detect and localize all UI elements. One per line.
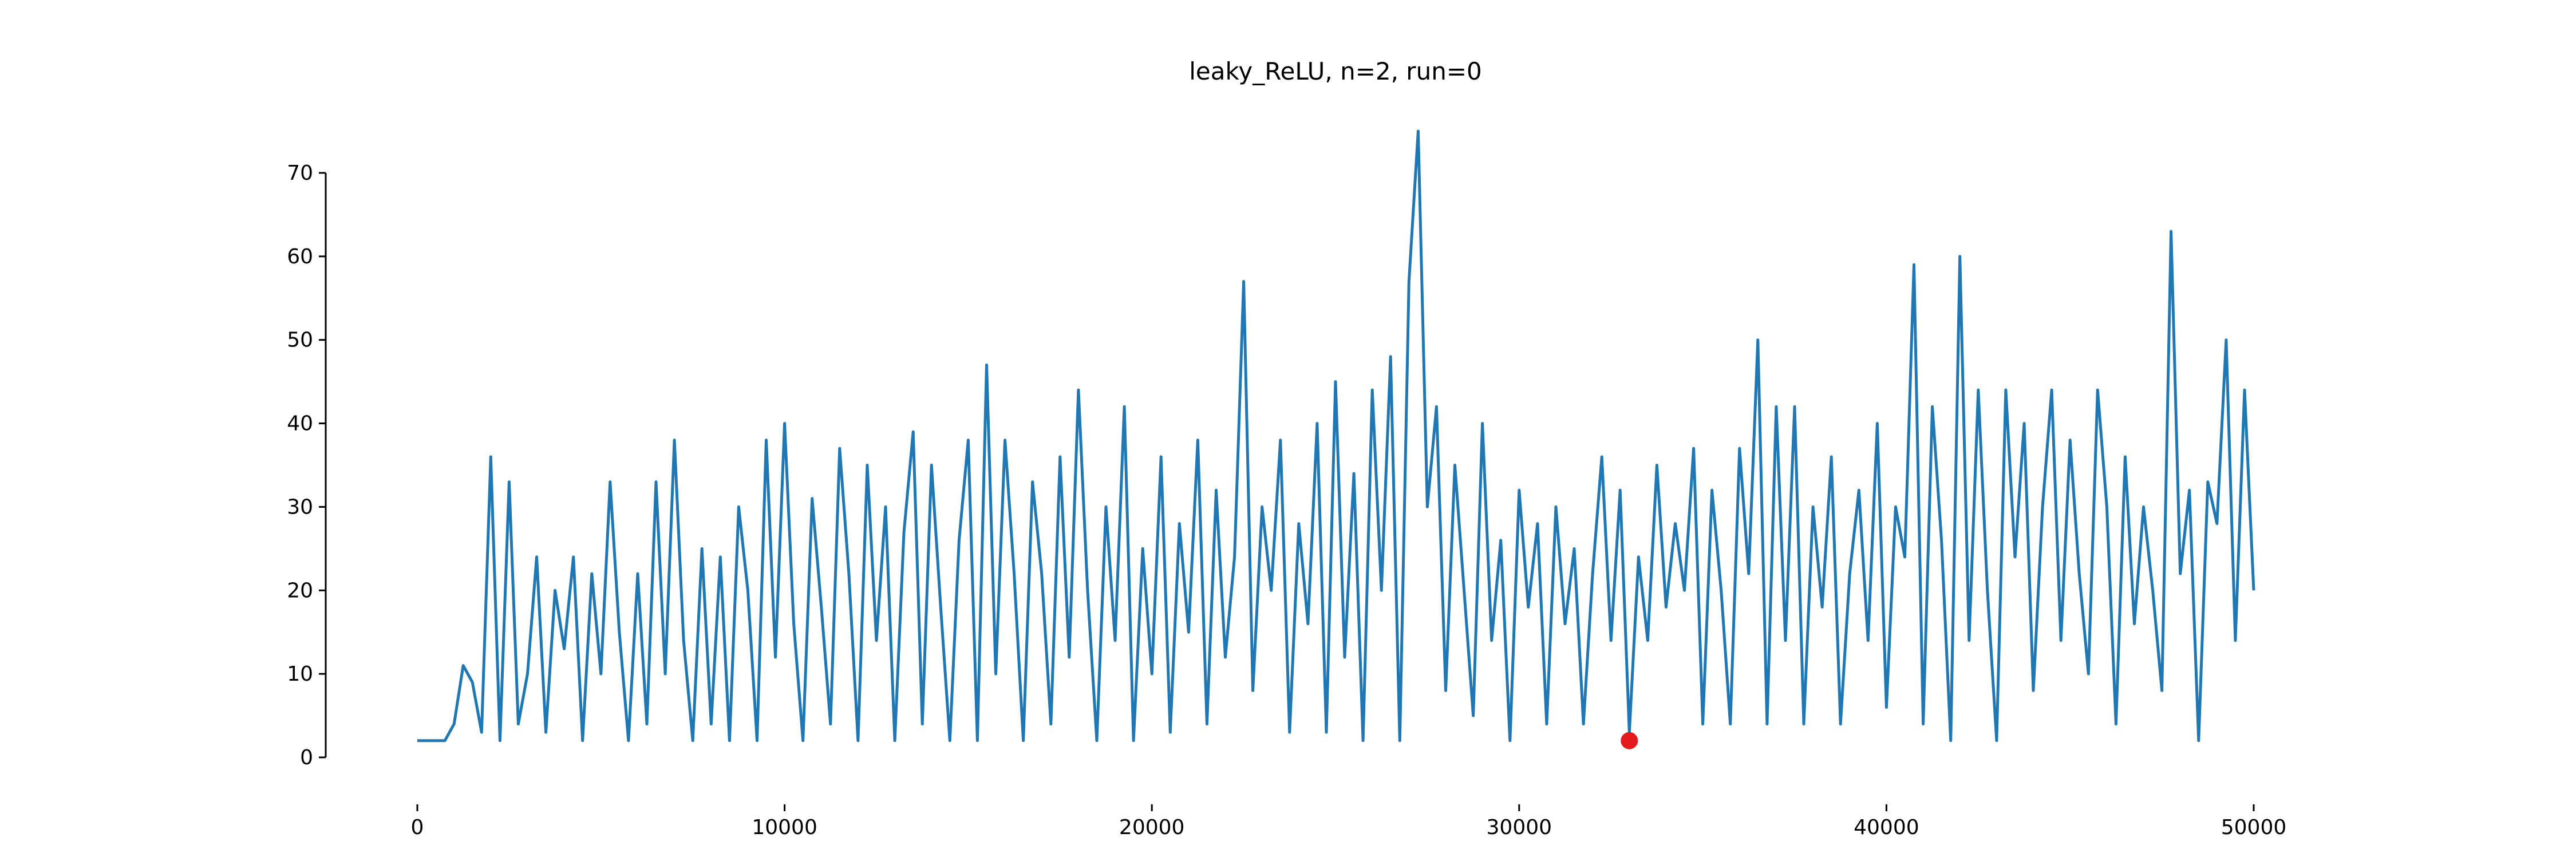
y-tick-label: 40 [287, 412, 313, 436]
highlight-point [1621, 732, 1638, 749]
x-tick-label: 10000 [752, 816, 817, 839]
x-tick-label: 40000 [1854, 816, 1919, 839]
y-tick-label: 60 [287, 245, 313, 268]
x-tick-label: 30000 [1487, 816, 1552, 839]
data-line [417, 129, 2255, 742]
y-tick-label: 30 [287, 495, 313, 519]
y-tick-label: 20 [287, 579, 313, 602]
y-tick-label: 0 [300, 746, 313, 769]
x-tick-label: 0 [411, 816, 424, 839]
x-tick-label: 50000 [2221, 816, 2287, 839]
x-tick-label: 20000 [1119, 816, 1185, 839]
y-tick-label: 10 [287, 662, 313, 686]
chart-title: leaky_ReLU, n=2, run=0 [1189, 57, 1481, 85]
y-tick-label: 50 [287, 329, 313, 352]
y-tick-label: 70 [287, 161, 313, 185]
